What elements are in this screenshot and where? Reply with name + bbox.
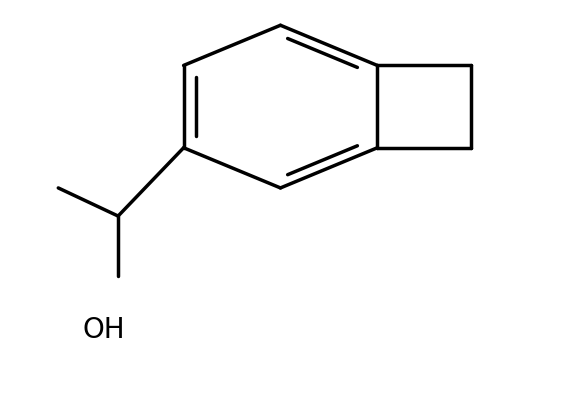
Text: OH: OH — [83, 315, 125, 343]
